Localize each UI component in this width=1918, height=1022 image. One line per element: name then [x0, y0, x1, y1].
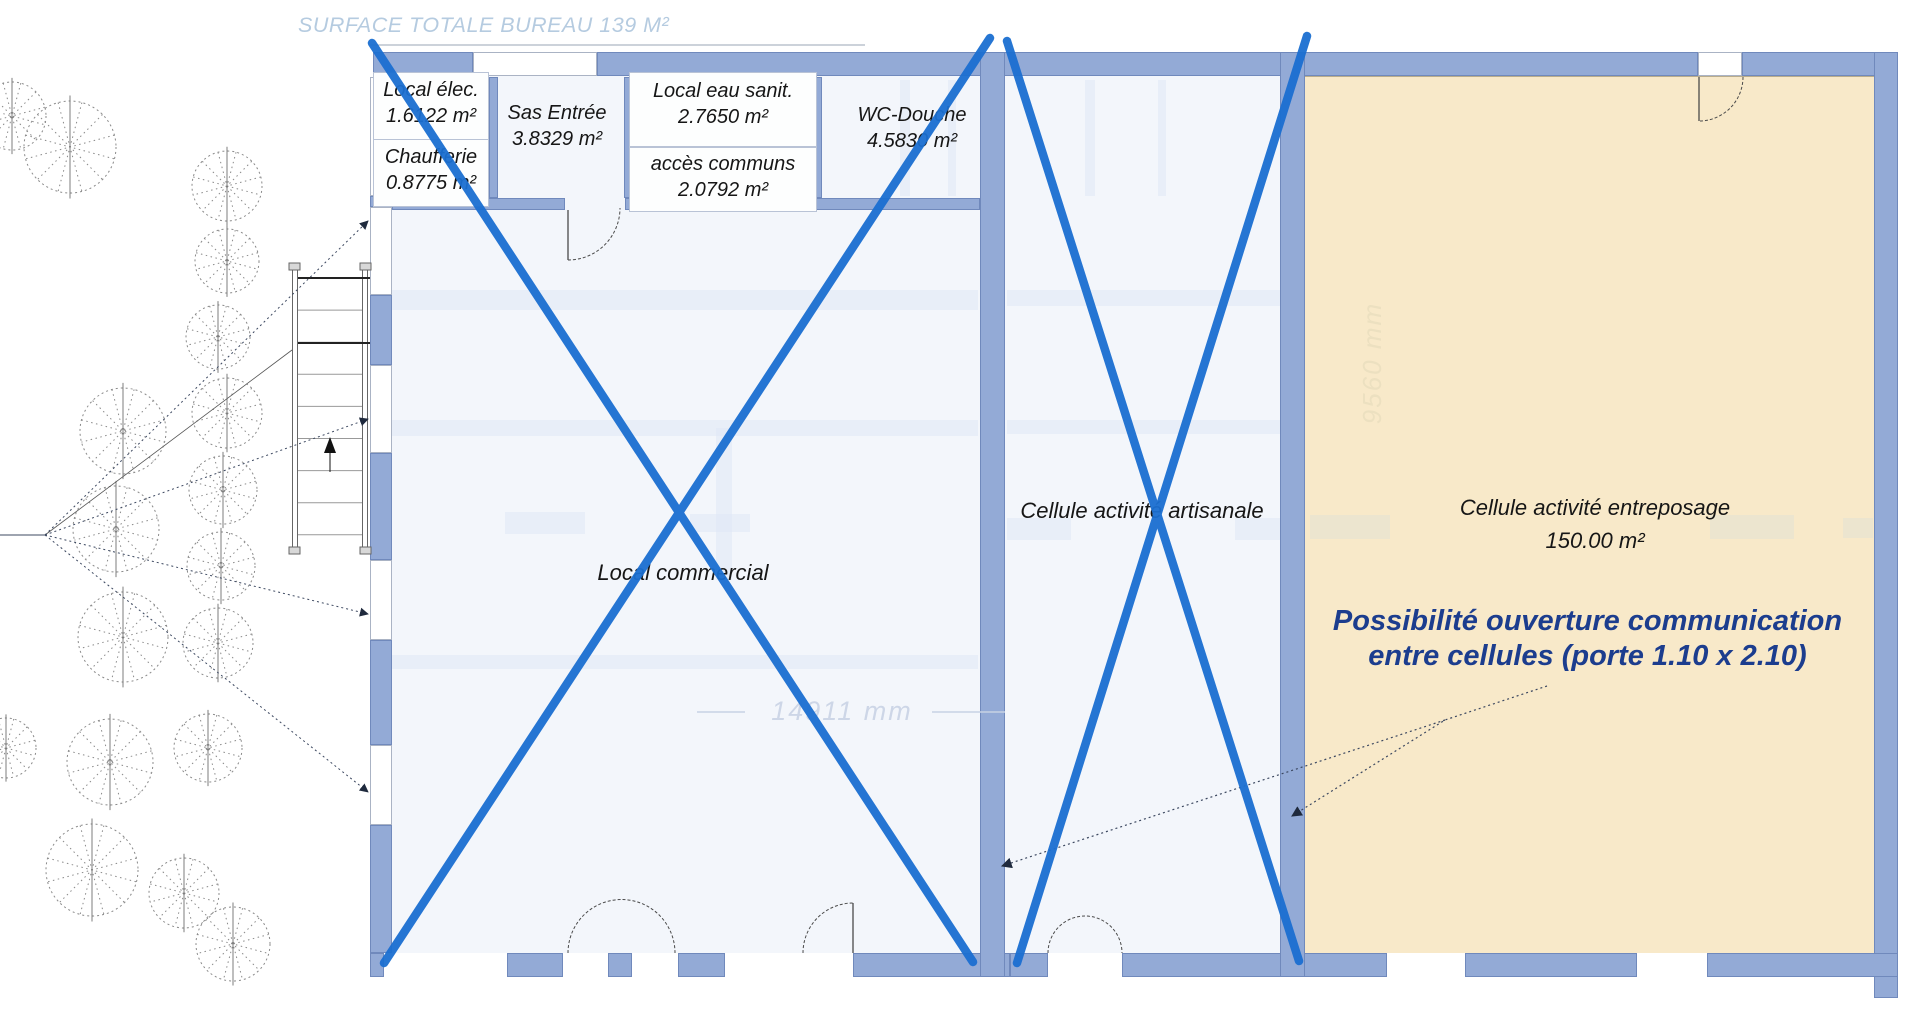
wall-segment [489, 77, 498, 198]
tree-symbol [72, 480, 160, 578]
tree-symbol [191, 146, 263, 226]
label-sas-entree: Sas Entrée 3.8329 m² [489, 100, 625, 152]
tree-symbol [185, 301, 251, 373]
tree-symbol [79, 382, 167, 480]
wall-segment [608, 953, 632, 977]
tree-symbol [195, 902, 271, 986]
ghost-fixture [392, 655, 978, 669]
label-local-eau-sanit: Local eau sanit. 2.7650 m² [629, 72, 817, 147]
ghost-fixture [1843, 518, 1873, 538]
cross-artisanale-2 [1012, 31, 1312, 968]
room-area: 1.6122 m² [385, 105, 477, 127]
wall-segment [980, 52, 1005, 977]
room-name: accès communs [650, 153, 796, 175]
tree-symbol [148, 853, 220, 933]
door-swing-arcs [567, 76, 1744, 954]
ghost-fixture [1310, 515, 1390, 539]
room-area: 0.8775 m² [385, 172, 477, 194]
wall-segment [1874, 52, 1898, 998]
tree-symbol [186, 527, 256, 605]
crossed-out-marks [367, 31, 1312, 968]
wall-segment [1465, 953, 1637, 977]
room-area: 150.00 m² [1545, 528, 1645, 553]
tree-symbol [0, 77, 47, 155]
room-area: 2.0792 m² [677, 179, 769, 201]
label-acces-communs: accès communs 2.0792 m² [629, 147, 817, 212]
wall-segment [1280, 52, 1305, 977]
wall-segment [1122, 953, 1282, 977]
annotation-line2: entre cellules (porte 1.10 x 2.10) [1368, 639, 1807, 672]
ghost-fixture [1007, 518, 1071, 540]
tree-symbol [45, 818, 139, 922]
cross-commercial-1 [367, 38, 978, 967]
ghost-fixture [392, 420, 978, 436]
ghost-fixture [900, 80, 910, 196]
room-name: Local eau sanit. [652, 80, 794, 102]
tree-symbol [182, 603, 254, 683]
ghost-fixture [1007, 420, 1280, 434]
dimension-horizontal: 14911 mm [771, 696, 913, 726]
tree-symbol [194, 225, 260, 297]
cross-commercial-2 [379, 33, 995, 968]
tree-symbol [23, 95, 117, 199]
ghost-fixture [1235, 518, 1280, 540]
wall-segment [1707, 953, 1898, 977]
room-cellule-entreposage [1303, 76, 1874, 953]
room-area: 4.5830 m² [866, 130, 958, 152]
room-name: Cellule activité entreposage [1459, 495, 1731, 520]
plan-title: SURFACE TOTALE BUREAU 139 M² [298, 13, 670, 37]
label-local-commercial: Local commercial [597, 560, 769, 585]
room-name: Sas Entrée [507, 102, 607, 124]
site-leader-lines [0, 220, 369, 793]
ghost-fixture [505, 512, 585, 534]
wall-segment [1742, 52, 1898, 76]
ghost-fixture [1085, 80, 1095, 196]
wall-segment [370, 453, 392, 560]
annotation-possibilite: Possibilité ouverture communication entr… [1305, 604, 1870, 674]
room-area: 2.7650 m² [677, 106, 769, 128]
tree-symbol [191, 373, 263, 453]
wall-segment [370, 640, 392, 745]
door-opening [370, 560, 392, 640]
ghost-fixture [948, 80, 956, 196]
label-cellule-entreposage: Cellule activité entreposage 150.00 m² [1418, 491, 1772, 557]
tree-symbol [0, 714, 37, 782]
door-opening [473, 52, 597, 76]
ghost-fixture [1007, 290, 1280, 306]
room-area: 3.8329 m² [511, 128, 603, 150]
door-opening [1698, 52, 1742, 76]
tree-symbol [77, 586, 169, 688]
tree-symbol [173, 709, 243, 787]
tree-symbol [188, 451, 258, 529]
label-cellule-artisanale: Cellule activité artisanale [1020, 498, 1264, 523]
wall-segment [507, 953, 563, 977]
wall-segment [678, 953, 725, 977]
door-opening [370, 745, 392, 825]
door-opening [370, 365, 392, 453]
tree-symbol [66, 713, 154, 811]
wall-segment [370, 825, 392, 953]
door-opening [370, 207, 392, 295]
wall-segment [370, 295, 392, 365]
ghost-fixture [716, 428, 732, 580]
room-cellule-artisanale [1005, 76, 1280, 953]
cross-artisanale-1 [1002, 36, 1304, 966]
annotation-line1: Possibilité ouverture communication [1332, 605, 1843, 637]
annotation-leader-lines [1000, 685, 1548, 869]
ghost-fixture [1710, 515, 1794, 539]
ghost-fixture [1158, 80, 1166, 196]
stairs-up-arrow [324, 437, 336, 453]
